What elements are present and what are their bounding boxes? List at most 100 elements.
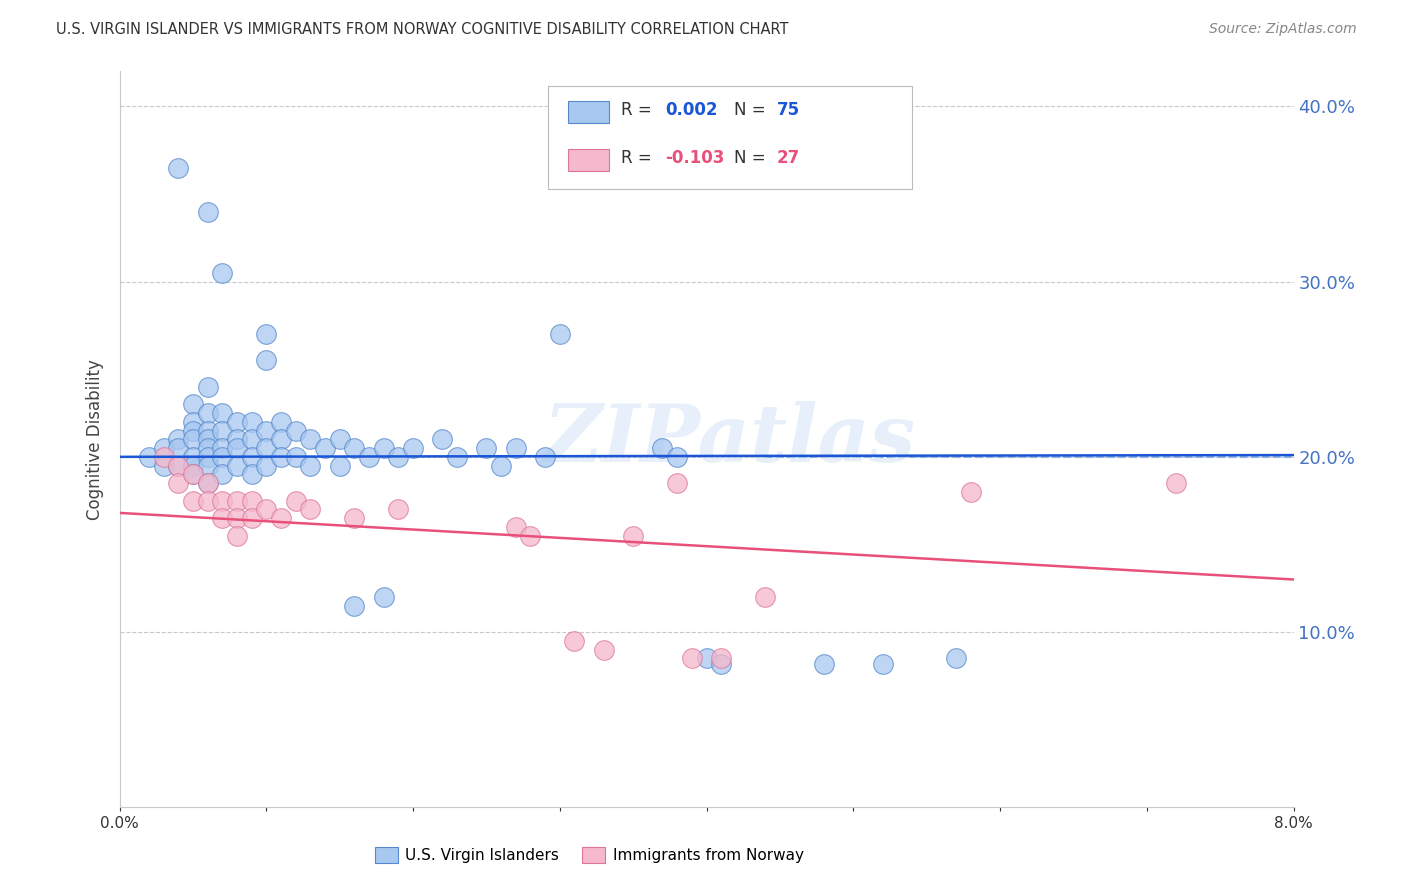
Point bbox=[225, 415, 249, 429]
Point bbox=[211, 450, 233, 464]
Point bbox=[181, 458, 204, 473]
Point bbox=[651, 441, 673, 455]
Point bbox=[225, 433, 249, 447]
Point bbox=[299, 502, 322, 516]
Point bbox=[329, 433, 352, 447]
Point bbox=[254, 353, 277, 368]
Text: R =: R = bbox=[621, 102, 657, 120]
Point bbox=[945, 651, 967, 665]
Point bbox=[666, 476, 689, 491]
Point bbox=[754, 590, 776, 604]
Text: Source: ZipAtlas.com: Source: ZipAtlas.com bbox=[1209, 22, 1357, 37]
Point bbox=[197, 493, 219, 508]
Point bbox=[225, 458, 249, 473]
Point bbox=[402, 441, 425, 455]
Point bbox=[181, 493, 204, 508]
Point bbox=[197, 380, 219, 394]
Point bbox=[211, 441, 233, 455]
Point bbox=[343, 441, 366, 455]
Point bbox=[387, 502, 409, 516]
Point bbox=[872, 657, 894, 671]
Point bbox=[270, 450, 292, 464]
Point bbox=[564, 633, 586, 648]
Text: ZIPatlas: ZIPatlas bbox=[544, 401, 917, 478]
FancyBboxPatch shape bbox=[568, 101, 609, 123]
Point bbox=[432, 433, 454, 447]
Point bbox=[475, 441, 498, 455]
Point bbox=[211, 424, 233, 438]
Text: N =: N = bbox=[734, 149, 770, 167]
FancyBboxPatch shape bbox=[568, 149, 609, 170]
Text: -0.103: -0.103 bbox=[665, 149, 725, 167]
Point bbox=[299, 458, 322, 473]
Point bbox=[225, 441, 249, 455]
Point bbox=[240, 450, 263, 464]
Point bbox=[225, 529, 249, 543]
Point bbox=[284, 450, 307, 464]
Point bbox=[167, 441, 190, 455]
Point bbox=[314, 441, 336, 455]
Point bbox=[446, 450, 468, 464]
Text: U.S. VIRGIN ISLANDER VS IMMIGRANTS FROM NORWAY COGNITIVE DISABILITY CORRELATION : U.S. VIRGIN ISLANDER VS IMMIGRANTS FROM … bbox=[56, 22, 789, 37]
FancyBboxPatch shape bbox=[548, 87, 912, 189]
Point bbox=[181, 467, 204, 482]
Point bbox=[270, 433, 292, 447]
Point bbox=[299, 433, 322, 447]
Point bbox=[505, 520, 527, 534]
Point bbox=[152, 450, 174, 464]
Point bbox=[343, 511, 366, 525]
Point bbox=[813, 657, 835, 671]
Text: 27: 27 bbox=[778, 149, 800, 167]
Point bbox=[152, 458, 174, 473]
Point bbox=[284, 424, 307, 438]
Point bbox=[240, 415, 263, 429]
Point bbox=[197, 204, 219, 219]
Point bbox=[197, 433, 219, 447]
Point bbox=[710, 651, 733, 665]
Point bbox=[225, 493, 249, 508]
Point bbox=[167, 161, 190, 175]
Point bbox=[254, 424, 277, 438]
Point bbox=[696, 651, 718, 665]
Point bbox=[211, 406, 233, 420]
Point bbox=[225, 511, 249, 525]
Point bbox=[240, 467, 263, 482]
Point bbox=[254, 502, 277, 516]
Text: 75: 75 bbox=[778, 102, 800, 120]
Point bbox=[343, 599, 366, 613]
Point bbox=[181, 424, 204, 438]
Point bbox=[254, 458, 277, 473]
Point bbox=[181, 433, 204, 447]
Point bbox=[181, 415, 204, 429]
Point bbox=[197, 458, 219, 473]
Point bbox=[181, 450, 204, 464]
Y-axis label: Cognitive Disability: Cognitive Disability bbox=[86, 359, 104, 520]
Point bbox=[211, 266, 233, 280]
Point bbox=[197, 450, 219, 464]
Point bbox=[329, 458, 352, 473]
Point bbox=[254, 441, 277, 455]
Point bbox=[167, 433, 190, 447]
Point bbox=[181, 467, 204, 482]
Point bbox=[270, 511, 292, 525]
Point bbox=[197, 476, 219, 491]
Point bbox=[181, 397, 204, 411]
Point bbox=[270, 415, 292, 429]
Text: R =: R = bbox=[621, 149, 657, 167]
Point bbox=[373, 590, 395, 604]
Point bbox=[519, 529, 541, 543]
Point bbox=[197, 476, 219, 491]
Text: N =: N = bbox=[734, 102, 770, 120]
Point bbox=[357, 450, 380, 464]
Legend: U.S. Virgin Islanders, Immigrants from Norway: U.S. Virgin Islanders, Immigrants from N… bbox=[368, 841, 810, 870]
Text: 0.002: 0.002 bbox=[665, 102, 718, 120]
Point bbox=[548, 327, 571, 342]
Point bbox=[621, 529, 644, 543]
Point bbox=[592, 642, 614, 657]
Point bbox=[167, 458, 190, 473]
Point bbox=[666, 450, 689, 464]
Point bbox=[211, 493, 233, 508]
Point bbox=[387, 450, 409, 464]
Point bbox=[167, 476, 190, 491]
Point bbox=[505, 441, 527, 455]
